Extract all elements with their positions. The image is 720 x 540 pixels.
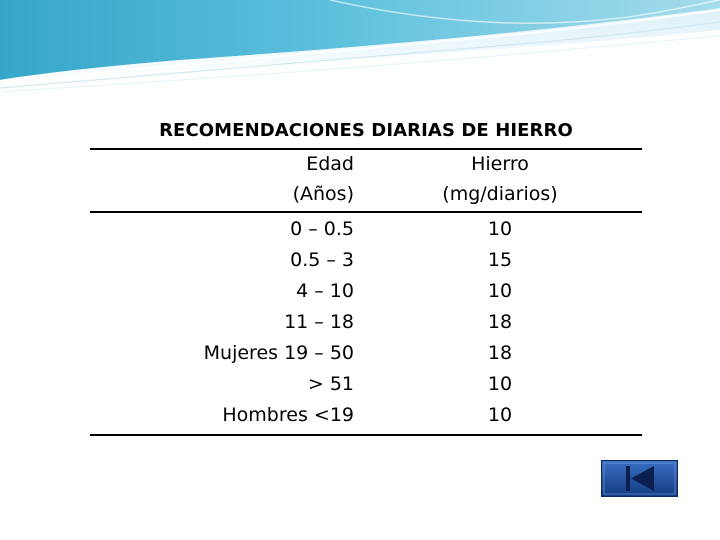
table-bottom-rule <box>90 434 642 436</box>
table-cell-iron: 10 <box>487 280 513 302</box>
table-cell-age: > 51 <box>307 373 354 395</box>
table-cell-iron: 15 <box>487 249 513 271</box>
table-title: RECOMENDACIONES DIARIAS DE HIERRO <box>159 120 573 141</box>
skip-back-icon <box>601 460 678 497</box>
table-cell-age: 11 – 18 <box>284 311 354 333</box>
back-nav-button[interactable] <box>601 460 678 497</box>
table-cell-iron: 10 <box>487 404 513 426</box>
iron-column: 10 15 10 18 18 10 10 <box>430 214 570 431</box>
table-header-rule <box>90 211 642 213</box>
header-iron-line2: (mg/diarios) <box>442 183 558 205</box>
table-cell-iron: 10 <box>487 373 513 395</box>
header-age-line1: Edad <box>306 153 354 175</box>
table-cell-age: 0.5 – 3 <box>290 249 354 271</box>
header-age: Edad (Años) <box>150 149 354 209</box>
table-cell-iron: 10 <box>487 218 513 240</box>
decorative-wave-banner <box>0 0 720 100</box>
header-iron-line1: Hierro <box>471 153 529 175</box>
table-cell-iron: 18 <box>487 342 513 364</box>
age-column: 0 – 0.5 0.5 – 3 4 – 10 11 – 18 Mujeres 1… <box>150 214 354 431</box>
table-top-rule <box>90 148 642 150</box>
table-cell-iron: 18 <box>487 311 513 333</box>
table-cell-age: 0 – 0.5 <box>290 218 354 240</box>
header-age-line2: (Años) <box>292 183 354 205</box>
header-iron: Hierro (mg/diarios) <box>430 149 570 209</box>
table-cell-age: 4 – 10 <box>296 280 354 302</box>
table-cell-age: Mujeres 19 – 50 <box>203 342 354 364</box>
table-cell-age: Hombres <19 <box>222 404 354 426</box>
